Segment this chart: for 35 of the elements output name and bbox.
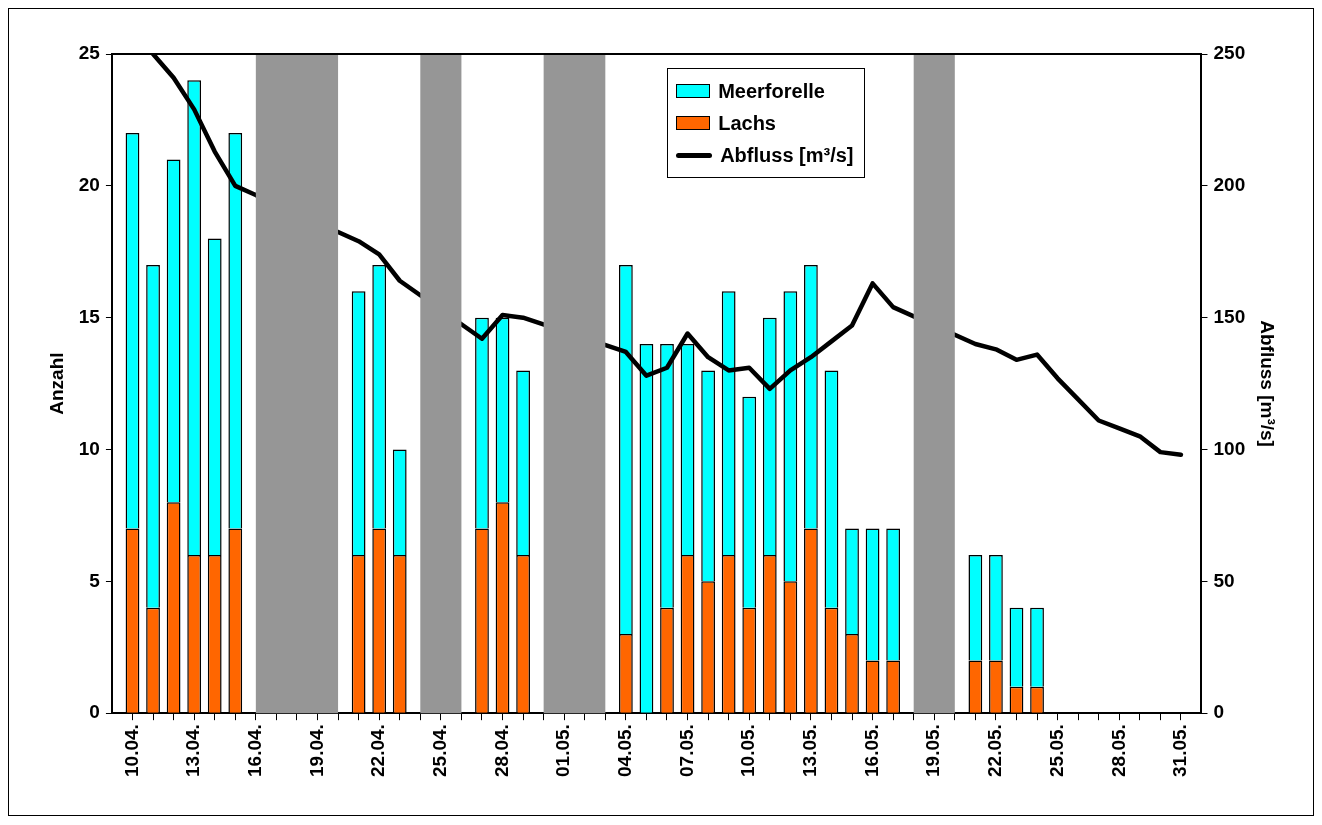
x-tick-label: 13.04. xyxy=(182,724,204,777)
y2-tick-label: 200 xyxy=(1213,174,1246,196)
x-tick-label: 22.04. xyxy=(367,724,389,777)
y-tick-label: 20 xyxy=(78,174,100,196)
x-tick-label: 28.04. xyxy=(490,724,512,777)
legend-label: Lachs xyxy=(718,111,776,135)
y-tick-label: 25 xyxy=(78,42,101,64)
y2-axis-title: Abfluss [m³/s] xyxy=(1257,320,1279,447)
x-tick-label: 19.04. xyxy=(305,724,327,777)
x-tick-label: 22.05. xyxy=(984,724,1006,777)
x-tick-label: 10.05. xyxy=(737,724,759,777)
x-tick-label: 16.05. xyxy=(860,724,882,777)
x-tick-label: 16.04. xyxy=(244,724,266,777)
y2-tick-label: 250 xyxy=(1213,42,1246,64)
x-tick-label: 04.05. xyxy=(614,724,636,777)
legend-label: Abfluss [m³/s] xyxy=(720,143,854,167)
y2-tick-label: 0 xyxy=(1213,701,1225,723)
x-tick-label: 25.05. xyxy=(1045,724,1067,777)
y-axis-title: Anzahl xyxy=(45,352,67,415)
y-tick-label: 10 xyxy=(78,437,100,459)
x-tick-label: 28.05. xyxy=(1107,724,1129,777)
x-tick-label: 13.05. xyxy=(799,724,821,777)
y2-tick-label: 150 xyxy=(1213,305,1246,327)
y-tick-label: 15 xyxy=(78,305,101,327)
y2-tick-label: 100 xyxy=(1213,437,1246,459)
x-tick-label: 31.05. xyxy=(1169,724,1191,777)
x-tick-label: 25.04. xyxy=(429,724,451,777)
x-tick-label: 01.05. xyxy=(552,724,574,777)
y2-tick-label: 50 xyxy=(1213,569,1235,591)
y-tick-label: 5 xyxy=(89,569,101,591)
x-tick-label: 19.05. xyxy=(922,724,944,777)
y-tick-label: 0 xyxy=(89,701,100,723)
x-tick-label: 10.04. xyxy=(120,724,142,777)
legend-label: Meerforelle xyxy=(718,79,825,103)
x-tick-label: 07.05. xyxy=(675,724,697,777)
